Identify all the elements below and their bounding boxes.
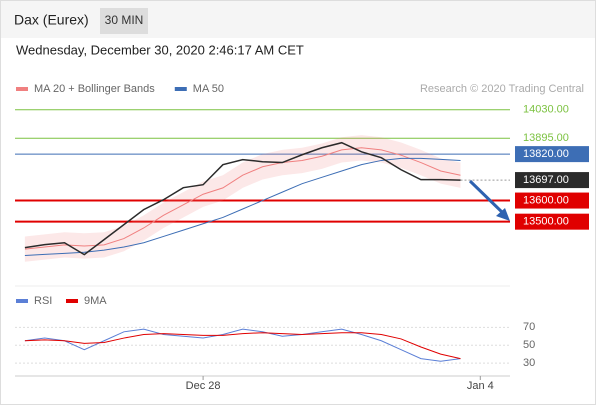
instrument: Dax (Eurex) [14,12,89,28]
level-box [515,146,589,163]
rsi-line [24,332,461,360]
level-box [515,192,589,209]
legend-label: 9MA [84,295,107,307]
legend-swatch [174,87,187,91]
level-label: 13895.00 [523,132,569,144]
x-tick-label: Dec 28 [186,380,221,392]
header [1,1,595,38]
legend-swatch [66,299,78,303]
ma-line [24,157,461,256]
level-box [515,172,589,189]
level-label: 13600.00 [523,194,569,206]
y-tick-label: 30 [523,357,535,369]
y-tick-label: 50 [523,339,535,351]
timeframe[interactable]: 30 MIN [105,13,144,27]
y-tick-label: 70 [523,321,535,333]
level-label: 13500.00 [523,216,569,228]
legend-swatch [16,299,28,303]
x-tick-label: Jan 4 [467,380,494,392]
timeframe-tab[interactable] [100,8,148,34]
legend-swatch [16,87,28,91]
rsi-line [24,328,461,362]
subtitle: Wednesday, December 30, 2020 2:46:17 AM … [16,42,304,57]
legend-label: RSI [34,295,52,307]
level-label: 13697.00 [523,174,569,186]
legend-label: MA 50 [193,83,224,95]
plot: MA 20 + Bollinger Bands MA 50 RSI 9MA 14030.… [15,83,589,392]
level-label: 13820.00 [523,148,569,160]
legend-label: MA 20 + Bollinger Bands [34,83,155,95]
forecast-arrowhead [496,208,510,221]
price-line [24,141,461,256]
forecast-arrow [468,179,507,217]
level-box [515,213,589,230]
level-label: 14030.00 [523,104,569,116]
bollinger-band [24,135,461,262]
credit: Research © 2020 Trading Central [420,83,584,95]
